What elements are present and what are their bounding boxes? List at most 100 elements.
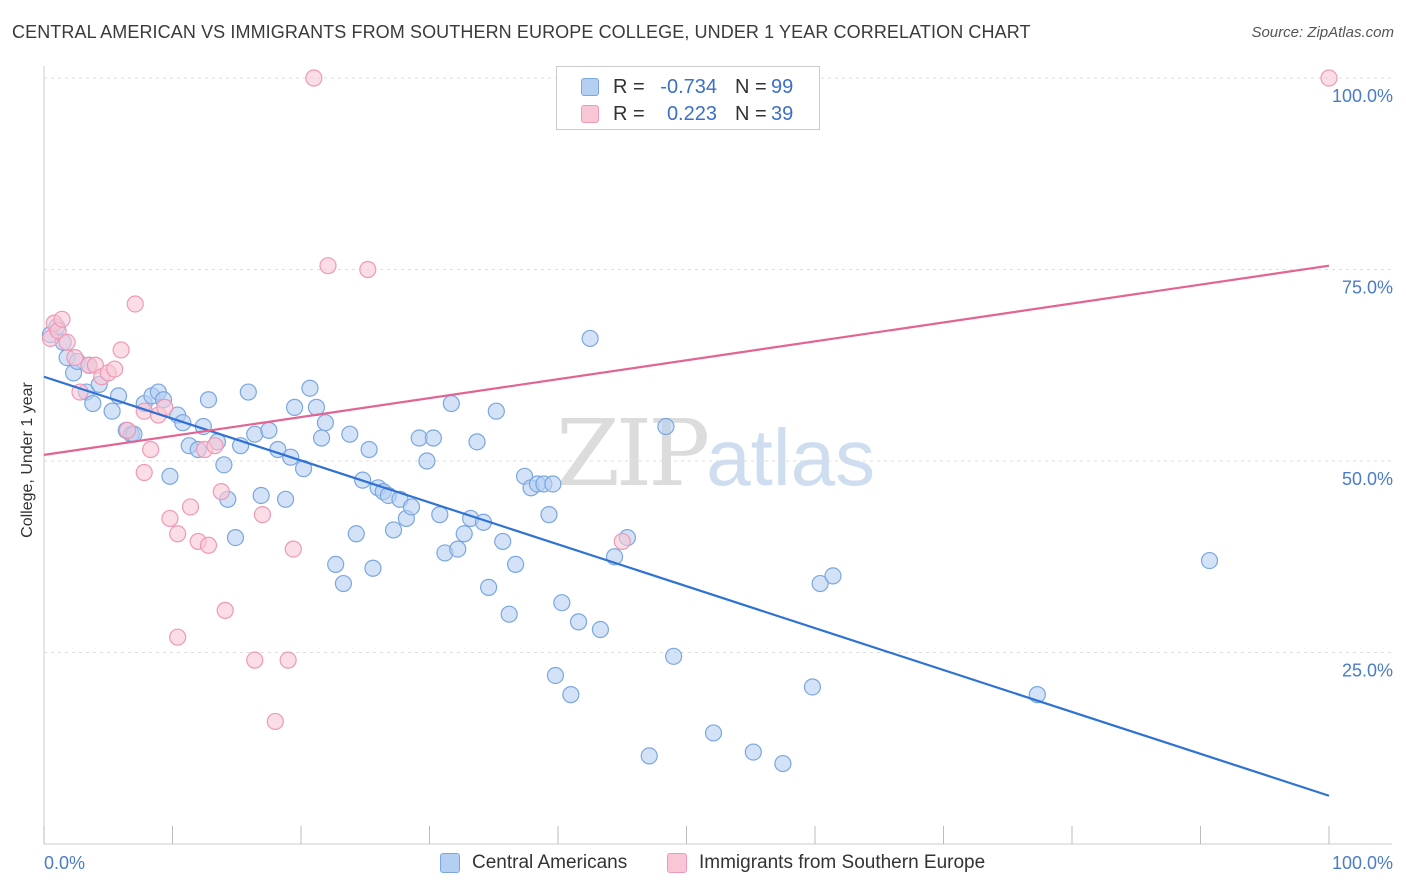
pink-point [216,601,234,619]
blue-point [226,528,245,547]
stats-legend: R = -0.734 N = 99 R = 0.223 N = 39 [556,66,820,130]
blue-point [364,559,382,577]
pink-point [142,440,160,459]
blue-point [500,605,518,623]
blue-point [431,506,449,524]
watermark-zip: ZIP [556,400,710,507]
blue-point [487,402,505,420]
blue-point [540,506,558,524]
trend-line-blue [43,375,1330,797]
x-tick-label: 0.0% [44,853,85,873]
gridlines [44,77,1392,653]
pink-point [613,532,631,551]
legend-label: Central Americans [472,852,628,873]
blue-point [327,555,345,574]
blue-point [449,540,467,558]
pink-point [112,341,130,359]
r-label: R = [613,102,645,125]
r-value: 0.223 [666,102,717,125]
trend-line-pink [43,264,1330,456]
y-tick-label: 50.0% [1342,469,1393,489]
legend-label: Immigrants from Southern Europe [699,852,986,873]
blue-point [569,613,588,631]
r-label: R = [613,75,645,98]
blue-point [494,532,512,551]
blue-point [246,425,264,443]
blue-point [468,433,486,451]
data-points [41,69,1338,773]
tick-labels: 25.0% 50.0% 75.0% 100.0% 0.0% 100.0% [44,86,1393,873]
watermark-atlas: atlas [706,413,876,502]
blue-point [215,456,233,474]
pink-point [126,295,144,313]
blue-point [84,394,102,413]
watermark: ZIPatlas [556,400,875,507]
n-label: N = [735,75,767,98]
n-label: N = [735,102,767,125]
blue-point [442,394,460,413]
blue-point [1200,551,1219,570]
axes [43,66,1392,845]
pink-point [135,463,153,482]
pink-point [212,483,230,501]
blue-point [581,329,599,348]
blue-point [480,578,498,596]
blue-point [657,417,675,436]
pink-point [169,525,187,543]
blue-point [341,425,359,443]
pink-point [199,536,218,554]
legend-item-southern-europe[interactable]: Immigrants from Southern Europe [667,852,985,874]
legend-swatch-blue [440,853,460,873]
pink-point [169,628,187,646]
y-tick-label: 100.0% [1332,86,1393,106]
pink-point [58,333,76,351]
blue-point [665,647,683,665]
blue-point [591,620,610,639]
blue-point [402,498,421,516]
n-value: 99 [771,75,794,98]
pink-point [1320,69,1338,87]
blue-point [301,379,319,397]
blue-point [239,383,257,401]
blue-point [276,490,295,508]
blue-point [544,475,562,493]
blue-point [285,398,304,416]
pink-point [161,509,179,528]
blue-point [744,743,762,761]
pink-point [284,540,302,558]
pink-point [319,257,337,275]
blue-point [199,391,218,409]
blue-point [418,452,436,470]
legend-item-central-americans[interactable]: Central Americans [440,852,627,874]
blue-point [360,440,378,459]
blue-point [334,574,353,593]
blue-point [161,467,179,485]
x-tick-label: 100.0% [1332,853,1393,873]
pink-point [53,310,71,328]
trend-lines [43,264,1330,797]
y-tick-label: 75.0% [1342,278,1393,298]
pink-point [106,360,124,378]
blue-point [252,486,270,505]
blue-point [704,724,723,742]
blue-point [811,574,829,593]
blue-point [506,555,525,574]
blue-point [347,525,365,543]
pink-point [253,506,272,524]
blue-point [260,421,278,439]
blue-point [562,686,580,704]
blue-point [553,594,571,612]
blue-point [546,666,565,685]
pink-point [305,69,323,87]
pink-point [156,398,174,416]
y-tick-label: 25.0% [1342,661,1393,681]
blue-point [103,402,121,420]
blue-point [774,754,792,773]
legend-swatch-blue [581,78,599,96]
legend-swatch-pink [581,105,599,123]
blue-point [424,429,442,447]
r-value: -0.734 [660,75,717,98]
pink-point [279,651,297,669]
blue-point [312,429,331,447]
